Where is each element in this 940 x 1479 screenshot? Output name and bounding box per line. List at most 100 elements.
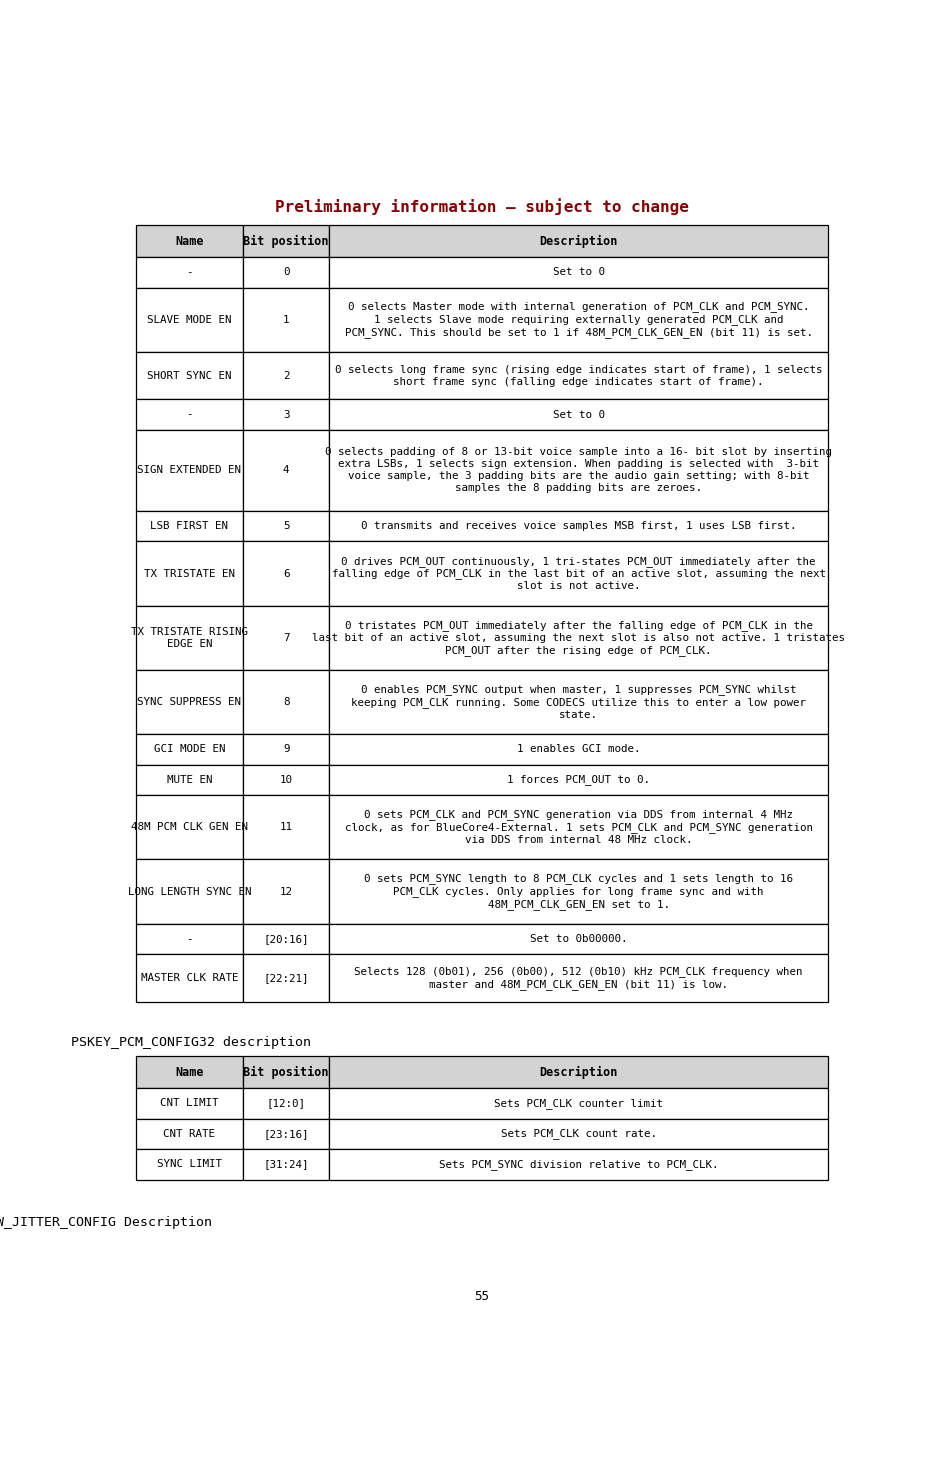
- Bar: [330, 1089, 828, 1118]
- Text: Description: Description: [540, 1065, 618, 1078]
- Bar: [135, 765, 243, 796]
- Text: 0 enables PCM_SYNC output when master, 1 suppresses PCM_SYNC whilst
keeping PCM_: 0 enables PCM_SYNC output when master, 1…: [352, 685, 807, 720]
- Bar: [330, 765, 828, 796]
- Bar: [330, 796, 828, 859]
- Text: SHORT SYNC EN: SHORT SYNC EN: [147, 371, 231, 380]
- Text: [23:16]: [23:16]: [263, 1128, 309, 1139]
- Text: 55: 55: [475, 1290, 489, 1303]
- Bar: [243, 352, 330, 399]
- Bar: [135, 1149, 243, 1180]
- Text: 5: 5: [283, 521, 290, 531]
- Text: Set to 0: Set to 0: [553, 268, 604, 278]
- Text: 0 tristates PCM_OUT immediately after the falling edge of PCM_CLK in the
last bi: 0 tristates PCM_OUT immediately after th…: [312, 620, 845, 655]
- Bar: [243, 225, 330, 257]
- Bar: [135, 288, 243, 352]
- Bar: [330, 734, 828, 765]
- Text: Preliminary information – subject to change: Preliminary information – subject to cha…: [274, 198, 689, 216]
- Text: 4: 4: [283, 466, 290, 475]
- Text: SLAVE MODE EN: SLAVE MODE EN: [147, 315, 231, 325]
- Bar: [330, 859, 828, 924]
- Text: 3: 3: [283, 410, 290, 420]
- Text: Sets PCM_SYNC division relative to PCM_CLK.: Sets PCM_SYNC division relative to PCM_C…: [439, 1160, 718, 1170]
- Bar: [135, 352, 243, 399]
- Bar: [243, 510, 330, 541]
- Bar: [330, 352, 828, 399]
- Text: 1 enables GCI mode.: 1 enables GCI mode.: [517, 744, 640, 754]
- Bar: [135, 510, 243, 541]
- Bar: [330, 670, 828, 734]
- Bar: [243, 924, 330, 954]
- Text: 0 transmits and receives voice samples MSB first, 1 uses LSB first.: 0 transmits and receives voice samples M…: [361, 521, 796, 531]
- Bar: [243, 1118, 330, 1149]
- Text: SYNC SUPPRESS EN: SYNC SUPPRESS EN: [137, 697, 242, 707]
- Text: 1 forces PCM_OUT to 0.: 1 forces PCM_OUT to 0.: [508, 775, 650, 785]
- Text: [12:0]: [12:0]: [267, 1099, 306, 1108]
- Bar: [330, 257, 828, 288]
- Text: [22:21]: [22:21]: [263, 973, 309, 984]
- Text: TX TRISTATE EN: TX TRISTATE EN: [144, 568, 235, 578]
- Bar: [330, 510, 828, 541]
- Text: Bit position: Bit position: [243, 235, 329, 248]
- Bar: [330, 924, 828, 954]
- Text: PSKEY_PCM_CONFIG32 description: PSKEY_PCM_CONFIG32 description: [63, 1035, 311, 1049]
- Text: 2: 2: [283, 371, 290, 380]
- Text: 1: 1: [283, 315, 290, 325]
- Text: Name: Name: [175, 235, 204, 248]
- Text: LSB FIRST EN: LSB FIRST EN: [150, 521, 228, 531]
- Text: SYNC LIMIT: SYNC LIMIT: [157, 1160, 222, 1170]
- Text: MUTE EN: MUTE EN: [166, 775, 212, 785]
- Text: 6: 6: [283, 568, 290, 578]
- Bar: [243, 765, 330, 796]
- Text: -: -: [186, 268, 193, 278]
- Bar: [243, 257, 330, 288]
- Bar: [330, 606, 828, 670]
- Bar: [330, 1056, 828, 1089]
- Bar: [135, 430, 243, 510]
- Text: GCI MODE EN: GCI MODE EN: [153, 744, 225, 754]
- Bar: [243, 670, 330, 734]
- Text: 12: 12: [280, 886, 292, 896]
- Bar: [330, 954, 828, 1001]
- Bar: [135, 924, 243, 954]
- Bar: [135, 1118, 243, 1149]
- Bar: [135, 796, 243, 859]
- Bar: [135, 606, 243, 670]
- Bar: [243, 399, 330, 430]
- Bar: [330, 288, 828, 352]
- Text: -: -: [186, 410, 193, 420]
- Text: Description: Description: [540, 235, 618, 248]
- Text: 11: 11: [280, 822, 292, 833]
- Bar: [243, 796, 330, 859]
- Bar: [135, 225, 243, 257]
- Bar: [243, 541, 330, 606]
- Text: SIGN EXTENDED EN: SIGN EXTENDED EN: [137, 466, 242, 475]
- Text: MASTER CLK RATE: MASTER CLK RATE: [141, 973, 238, 984]
- Text: Set to 0b00000.: Set to 0b00000.: [530, 933, 627, 944]
- Bar: [135, 734, 243, 765]
- Bar: [135, 859, 243, 924]
- Text: Sets PCM_CLK counter limit: Sets PCM_CLK counter limit: [494, 1097, 663, 1109]
- Text: Set to 0: Set to 0: [553, 410, 604, 420]
- Text: 0 selects Master mode with internal generation of PCM_CLK and PCM_SYNC.
1 select: 0 selects Master mode with internal gene…: [345, 302, 813, 339]
- Text: [31:24]: [31:24]: [263, 1160, 309, 1170]
- Bar: [243, 1149, 330, 1180]
- Bar: [243, 954, 330, 1001]
- Bar: [135, 670, 243, 734]
- Text: CNT LIMIT: CNT LIMIT: [160, 1099, 219, 1108]
- Bar: [243, 859, 330, 924]
- Text: Name: Name: [175, 1066, 204, 1078]
- Text: Selects 128 (0b01), 256 (0b00), 512 (0b10) kHz PCM_CLK frequency when
master and: Selects 128 (0b01), 256 (0b00), 512 (0b1…: [354, 966, 803, 989]
- Text: 48M PCM CLK GEN EN: 48M PCM CLK GEN EN: [131, 822, 248, 833]
- Text: 0 selects long frame sync (rising edge indicates start of frame), 1 selects
shor: 0 selects long frame sync (rising edge i…: [335, 365, 822, 386]
- Bar: [135, 541, 243, 606]
- Bar: [243, 606, 330, 670]
- Text: 0 sets PCM_SYNC length to 8 PCM_CLK cycles and 1 sets length to 16
PCM_CLK cycle: 0 sets PCM_SYNC length to 8 PCM_CLK cycl…: [364, 873, 793, 910]
- Bar: [135, 399, 243, 430]
- Text: 7: 7: [283, 633, 290, 643]
- Text: 0 sets PCM_CLK and PCM_SYNC generation via DDS from internal 4 MHz
clock, as for: 0 sets PCM_CLK and PCM_SYNC generation v…: [345, 809, 813, 845]
- Bar: [243, 430, 330, 510]
- Bar: [243, 288, 330, 352]
- Bar: [135, 954, 243, 1001]
- Text: CNT RATE: CNT RATE: [164, 1128, 215, 1139]
- Text: 0 selects padding of 8 or 13-bit voice sample into a 16- bit slot by inserting
e: 0 selects padding of 8 or 13-bit voice s…: [325, 447, 832, 494]
